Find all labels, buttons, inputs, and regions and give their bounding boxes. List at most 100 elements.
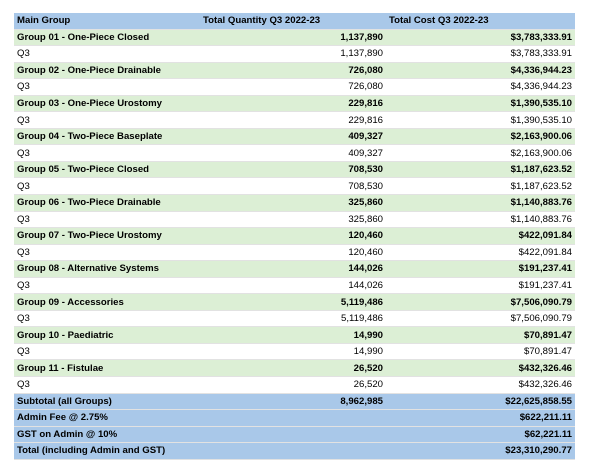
period-row: Q3 1,137,890 $3,783,333.91 xyxy=(14,45,575,63)
period-cost: $3,783,333.91 xyxy=(386,45,575,63)
group-row: Group 05 - Two-Piece Closed 708,530 $1,187… xyxy=(14,161,575,179)
group-quantity: 409,327 xyxy=(200,128,386,146)
group-row: Group 07 - Two-Piece Urostomy 120,460 $422… xyxy=(14,227,575,245)
group-cost: $4,336,944.23 xyxy=(386,62,575,80)
period-quantity: 325,860 xyxy=(200,211,386,229)
group-row: Group 10 - Paediatric 14,990 $70,891.47 xyxy=(14,326,575,344)
period-cost: $70,891.47 xyxy=(386,343,575,361)
period-cost: $432,326.46 xyxy=(386,376,575,394)
total-cost: $23,310,290.77 xyxy=(386,442,575,460)
group-cost: $422,091.84 xyxy=(386,227,575,245)
total-quantity: 8,962,985 xyxy=(200,393,386,411)
total-label: Subtotal (all Groups) xyxy=(14,393,200,411)
period-quantity: 1,137,890 xyxy=(200,45,386,63)
header-quantity: Total Quantity Q3 2022-23 xyxy=(200,13,386,30)
header-row: Main Group Total Quantity Q3 2022-23 Tot… xyxy=(14,13,575,30)
group-name: Group 03 - One-Piece Urostomy xyxy=(14,95,200,113)
group-name: Group 02 - One-Piece Drainable xyxy=(14,62,200,80)
group-name: Group 06 - Two-Piece Drainable xyxy=(14,194,200,212)
total-row: Total (including Admin and GST) $23,310,2… xyxy=(14,442,575,460)
group-name: Group 05 - Two-Piece Closed xyxy=(14,161,200,179)
cost-summary-table: Main Group Total Quantity Q3 2022-23 Tot… xyxy=(14,13,575,460)
group-row: Group 04 - Two-Piece Baseplate 409,327 $2,… xyxy=(14,128,575,146)
total-quantity xyxy=(200,409,386,427)
group-cost: $3,783,333.91 xyxy=(386,29,575,47)
period-label: Q3 xyxy=(14,78,200,96)
period-quantity: 708,530 xyxy=(200,177,386,196)
group-cost: $70,891.47 xyxy=(386,326,575,344)
group-row: Group 03 - One-Piece Urostomy 229,816 $1,3… xyxy=(14,95,575,113)
group-name: Group 08 - Alternative Systems xyxy=(14,260,200,278)
group-quantity: 708,530 xyxy=(200,161,386,179)
period-label: Q3 xyxy=(14,144,200,162)
period-quantity: 409,327 xyxy=(200,144,386,162)
total-quantity xyxy=(200,442,386,460)
group-name: Group 07 - Two-Piece Urostomy xyxy=(14,227,200,245)
group-name: Group 09 - Accessories xyxy=(14,293,200,311)
group-row: Group 09 - Accessories 5,119,486 $7,506,09… xyxy=(14,293,575,311)
group-quantity: 325,860 xyxy=(200,194,386,212)
period-label: Q3 xyxy=(14,244,200,262)
period-cost: $191,237.41 xyxy=(386,277,575,295)
total-row: Admin Fee @ 2.75% $622,211.11 xyxy=(14,409,575,427)
group-name: Group 01 - One-Piece Closed xyxy=(14,29,200,47)
group-quantity: 5,119,486 xyxy=(200,293,386,311)
group-cost: $191,237.41 xyxy=(386,260,575,278)
total-label: Total (including Admin and GST) xyxy=(14,442,200,460)
total-quantity xyxy=(200,426,386,444)
period-quantity: 14,990 xyxy=(200,343,386,361)
period-row: Q3 229,816 $1,390,535.10 xyxy=(14,111,575,129)
period-label: Q3 xyxy=(14,343,200,361)
group-quantity: 726,080 xyxy=(200,62,386,80)
period-label: Q3 xyxy=(14,277,200,295)
group-cost: $7,506,090.79 xyxy=(386,293,575,311)
group-name: Group 10 - Paediatric xyxy=(14,326,200,344)
period-row: Q3 120,460 $422,091.84 xyxy=(14,244,575,262)
period-row: Q3 409,327 $2,163,900.06 xyxy=(14,144,575,162)
period-cost: $4,336,944.23 xyxy=(386,78,575,96)
total-cost: $22,625,858.55 xyxy=(386,393,575,411)
header-cost: Total Cost Q3 2022-23 xyxy=(386,13,575,30)
period-quantity: 120,460 xyxy=(200,244,386,262)
group-cost: $432,326.46 xyxy=(386,359,575,378)
group-row: Group 06 - Two-Piece Drainable 325,860 $1,… xyxy=(14,194,575,212)
group-cost: $2,163,900.06 xyxy=(386,128,575,146)
period-label: Q3 xyxy=(14,211,200,229)
total-label: Admin Fee @ 2.75% xyxy=(14,409,200,427)
period-cost: $422,091.84 xyxy=(386,244,575,262)
period-row: Q3 14,990 $70,891.47 xyxy=(14,343,575,361)
period-row: Q3 726,080 $4,336,944.23 xyxy=(14,78,575,96)
group-quantity: 229,816 xyxy=(200,95,386,113)
period-quantity: 144,026 xyxy=(200,277,386,295)
period-row: Q3 5,119,486 $7,506,090.79 xyxy=(14,310,575,328)
group-name: Group 04 - Two-Piece Baseplate xyxy=(14,128,200,146)
period-quantity: 726,080 xyxy=(200,78,386,96)
total-cost: $62,221.11 xyxy=(386,426,575,444)
period-cost: $1,390,535.10 xyxy=(386,111,575,129)
group-quantity: 14,990 xyxy=(200,326,386,344)
group-quantity: 120,460 xyxy=(200,227,386,245)
group-quantity: 144,026 xyxy=(200,260,386,278)
period-cost: $1,187,623.52 xyxy=(386,177,575,196)
period-row: Q3 325,860 $1,140,883.76 xyxy=(14,211,575,229)
group-quantity: 26,520 xyxy=(200,359,386,378)
period-cost: $1,140,883.76 xyxy=(386,211,575,229)
period-label: Q3 xyxy=(14,111,200,129)
period-label: Q3 xyxy=(14,177,200,196)
group-name: Group 11 - Fistulae xyxy=(14,359,200,378)
group-row: Group 11 - Fistulae 26,520 $432,326.46 xyxy=(14,359,575,378)
period-row: Q3 26,520 $432,326.46 xyxy=(14,376,575,394)
period-row: Q3 708,530 $1,187,623.52 xyxy=(14,177,575,196)
group-row: Group 01 - One-Piece Closed 1,137,890 $3,7… xyxy=(14,29,575,47)
total-row: Subtotal (all Groups) 8,962,985 $22,625,85… xyxy=(14,393,575,411)
total-cost: $622,211.11 xyxy=(386,409,575,427)
period-quantity: 5,119,486 xyxy=(200,310,386,328)
group-cost: $1,390,535.10 xyxy=(386,95,575,113)
period-quantity: 26,520 xyxy=(200,376,386,394)
total-label: GST on Admin @ 10% xyxy=(14,426,200,444)
header-main-group: Main Group xyxy=(14,13,200,30)
group-row: Group 02 - One-Piece Drainable 726,080 $4,… xyxy=(14,62,575,80)
period-label: Q3 xyxy=(14,310,200,328)
group-cost: $1,140,883.76 xyxy=(386,194,575,212)
period-row: Q3 144,026 $191,237.41 xyxy=(14,277,575,295)
